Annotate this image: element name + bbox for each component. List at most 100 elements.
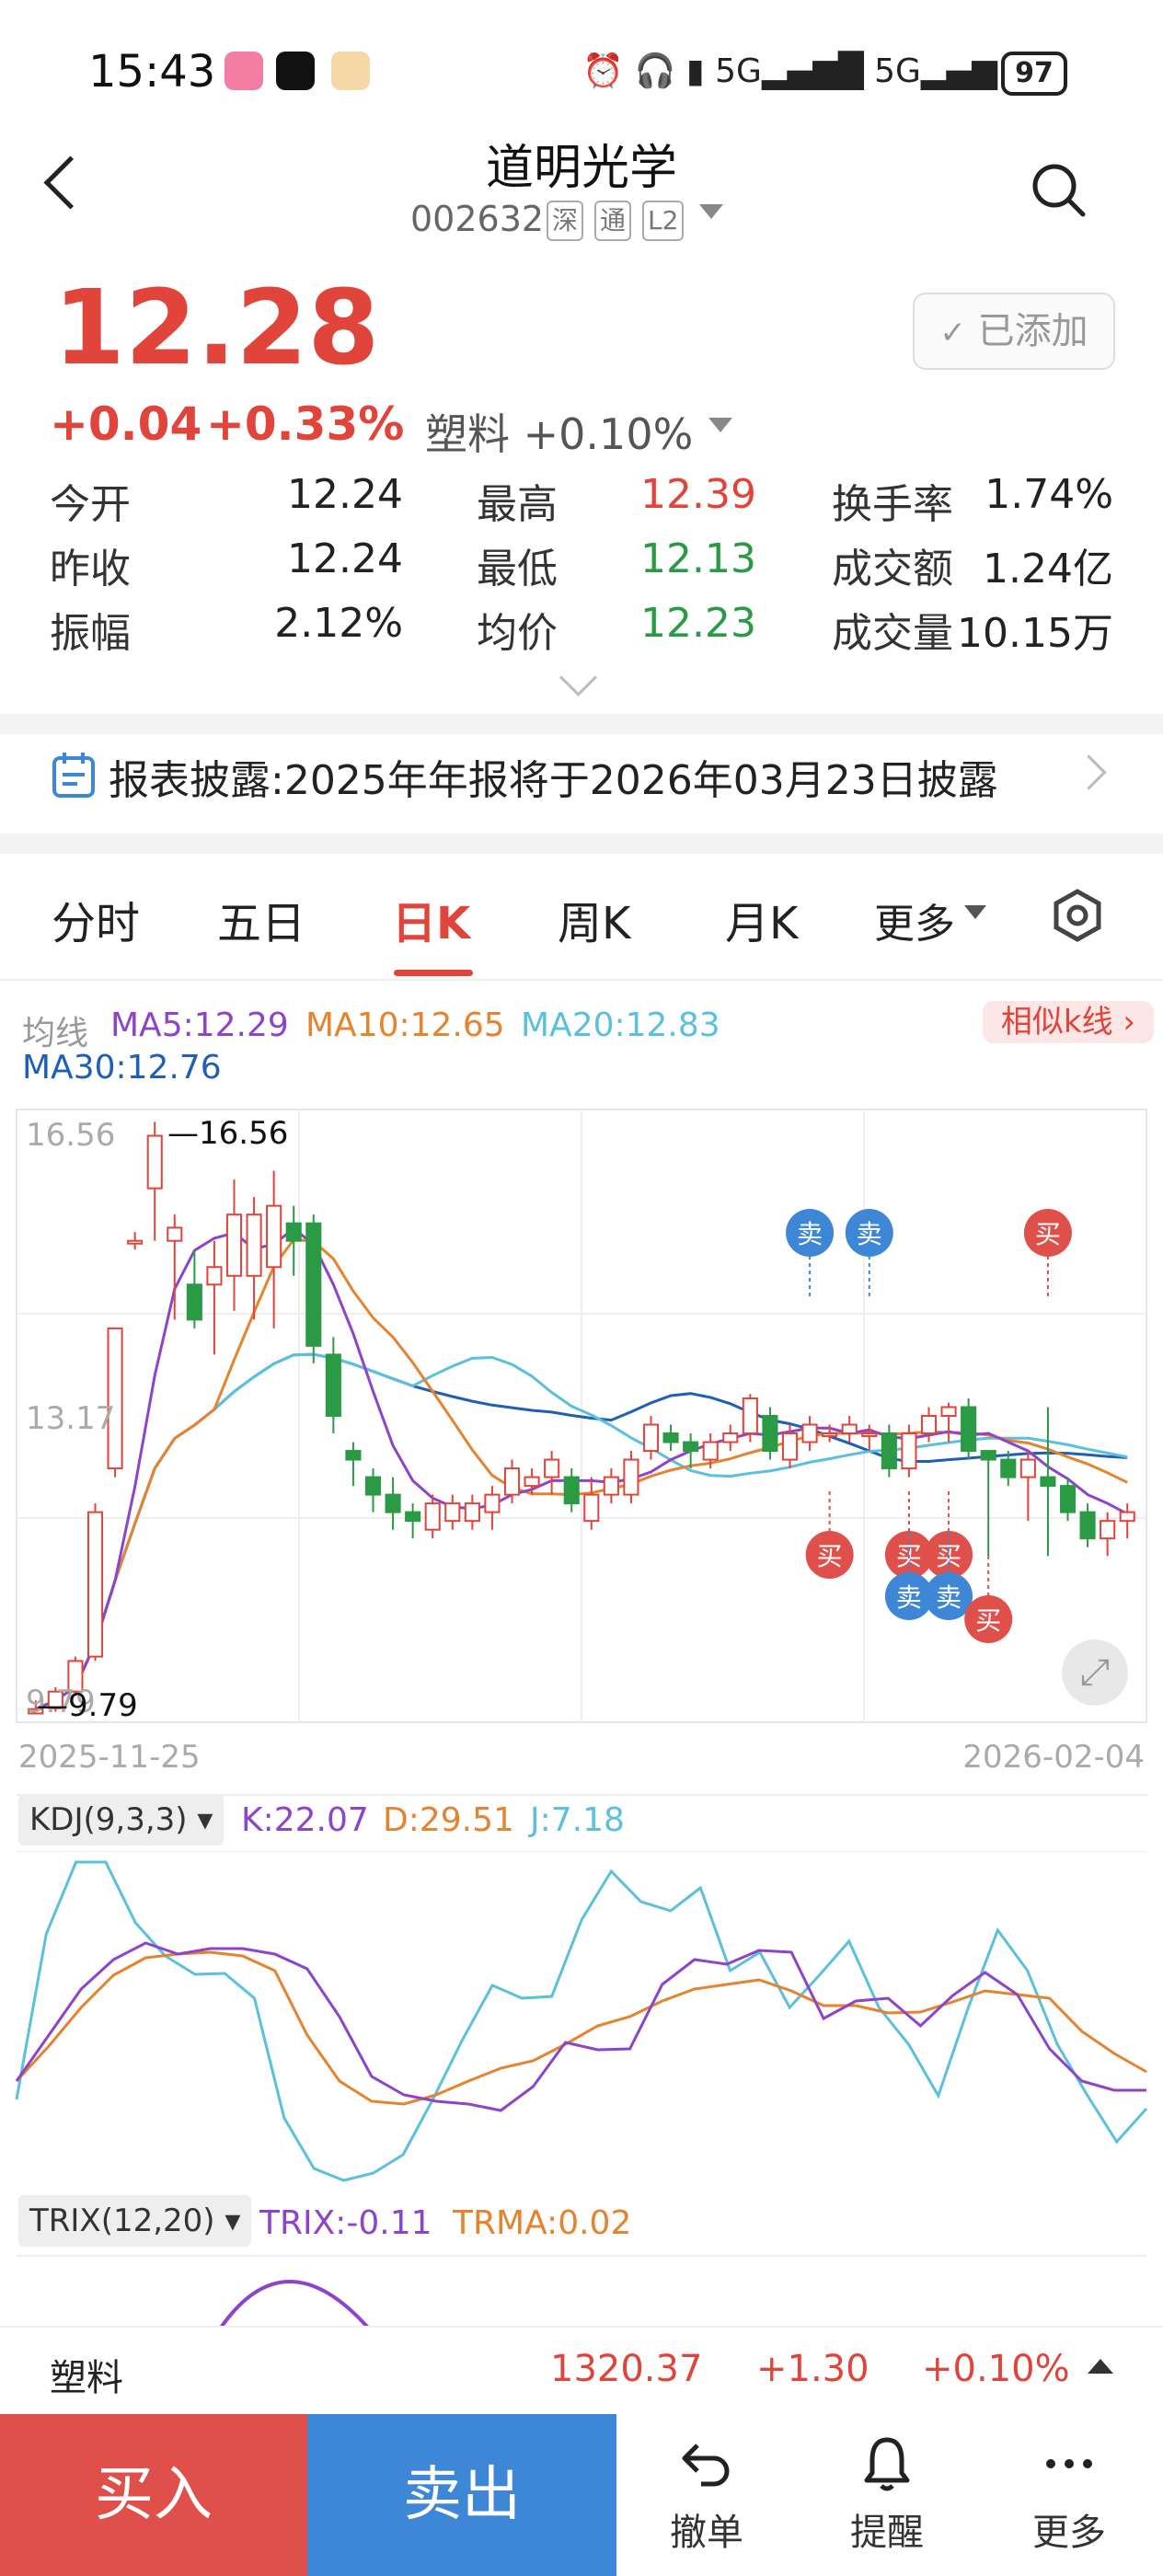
kdj-chart[interactable] bbox=[0, 1851, 1163, 2191]
kdj-k-value: K:22.07 bbox=[241, 1801, 369, 1839]
divider bbox=[0, 979, 1163, 981]
tab-five-day[interactable]: 五日 bbox=[217, 898, 306, 949]
trix-selector-label: TRIX(12,20) bbox=[29, 2202, 215, 2239]
candle-body bbox=[901, 1432, 917, 1470]
sell-button[interactable]: 卖出 bbox=[307, 2414, 616, 2576]
cat-app-icon bbox=[331, 52, 370, 90]
divider bbox=[0, 714, 1163, 734]
candle-body bbox=[285, 1222, 302, 1242]
ma20-line bbox=[35, 1352, 1128, 1711]
candle-body bbox=[702, 1441, 719, 1461]
settings-icon[interactable] bbox=[1051, 889, 1104, 942]
signal-marker bbox=[925, 1572, 973, 1620]
ma20-value: MA20:12.83 bbox=[521, 1006, 720, 1044]
alert-button[interactable]: 提醒 bbox=[806, 2414, 968, 2576]
candle-body bbox=[47, 1690, 63, 1709]
tab-intraday[interactable]: 分时 bbox=[52, 898, 141, 949]
max-price-label: —16.56 bbox=[167, 1115, 289, 1152]
candle-body bbox=[206, 1266, 223, 1286]
candle-body bbox=[841, 1423, 858, 1435]
signal-label: 卖 bbox=[936, 1582, 961, 1613]
stat-value: 12.24 bbox=[287, 535, 403, 582]
signal-icons: ⏰ 🎧 ▮ 5G▂▄▆█ 5G▂▄▆ bbox=[582, 52, 997, 90]
tab-more-dropdown-icon[interactable] bbox=[964, 905, 986, 919]
index-change-pct: +0.10% bbox=[922, 2348, 1070, 2390]
candle-body bbox=[28, 1708, 44, 1715]
expand-chevron-icon[interactable] bbox=[558, 658, 598, 697]
bilibili-icon bbox=[225, 52, 263, 90]
candle-body bbox=[1040, 1476, 1056, 1488]
candle-body bbox=[623, 1458, 639, 1496]
signal-label: 买 bbox=[817, 1541, 843, 1571]
candle-body bbox=[861, 1432, 878, 1438]
y-tick-low: 9.79 bbox=[26, 1684, 96, 1720]
candle-body bbox=[503, 1467, 521, 1496]
kdj-d-line bbox=[15, 1950, 1147, 2106]
candle-body bbox=[345, 1450, 362, 1461]
tab-weekly-k[interactable]: 周K bbox=[558, 898, 631, 949]
search-icon[interactable] bbox=[1031, 162, 1086, 217]
index-change: +1.30 bbox=[756, 2348, 869, 2390]
trma-value: TRMA:0.02 bbox=[453, 2204, 632, 2242]
buy-button[interactable]: 买入 bbox=[0, 2414, 307, 2576]
ma10-value: MA10:12.65 bbox=[305, 1006, 505, 1044]
signal-label: 卖 bbox=[896, 1582, 922, 1613]
candle-body bbox=[980, 1450, 996, 1461]
candle-body bbox=[603, 1476, 619, 1496]
candle-body bbox=[683, 1441, 699, 1453]
candle-body bbox=[762, 1415, 778, 1453]
price-change: +0.04 bbox=[50, 397, 202, 451]
tab-monthly-k[interactable]: 月K bbox=[725, 898, 799, 949]
app-icon bbox=[276, 52, 315, 90]
index-ticker[interactable] bbox=[0, 2326, 1163, 2416]
candle-body bbox=[742, 1397, 758, 1435]
stock-code: 002632 bbox=[410, 199, 545, 239]
candle-body bbox=[801, 1423, 818, 1443]
candle-body bbox=[266, 1204, 282, 1269]
index-value: 1320.37 bbox=[550, 2348, 703, 2390]
kdj-j-value: J:7.18 bbox=[530, 1801, 625, 1839]
added-watchlist-button[interactable]: ✓ 已添加 bbox=[913, 293, 1115, 370]
candle-body bbox=[86, 1511, 104, 1658]
stat-value: 10.15万 bbox=[957, 610, 1113, 657]
fullscreen-icon[interactable]: ⤢ bbox=[1062, 1639, 1128, 1706]
candle-body bbox=[940, 1406, 957, 1418]
max-price-value: 16.56 bbox=[199, 1115, 289, 1152]
candle-body bbox=[544, 1458, 560, 1478]
signal-marker bbox=[786, 1209, 835, 1257]
candle-body bbox=[167, 1226, 183, 1242]
candle-body bbox=[186, 1283, 202, 1321]
check-icon: ✓ bbox=[939, 315, 966, 351]
stat-value: 1.24亿 bbox=[983, 546, 1113, 592]
similar-kline-button[interactable]: 相似k线 › bbox=[982, 1001, 1154, 1043]
cancel-order-button[interactable]: 撤单 bbox=[626, 2414, 788, 2576]
candle-body bbox=[722, 1432, 739, 1443]
candle-body bbox=[881, 1432, 897, 1470]
stat-value: 12.24 bbox=[287, 471, 403, 518]
stat-value: 2.12% bbox=[274, 600, 403, 647]
candle-body bbox=[246, 1213, 262, 1277]
sector-link[interactable]: 塑料 +0.10% bbox=[425, 409, 694, 459]
divider bbox=[17, 1794, 1148, 1796]
sector-dropdown-icon[interactable] bbox=[708, 418, 732, 432]
x-end-date: 2026-02-04 bbox=[962, 1739, 1145, 1776]
tab-more[interactable]: 更多 bbox=[874, 901, 955, 948]
trix-chart[interactable] bbox=[0, 2254, 1163, 2328]
candle-body bbox=[563, 1476, 580, 1505]
candle-body bbox=[642, 1423, 660, 1453]
undo-icon bbox=[682, 2444, 730, 2487]
more-label: 更多 bbox=[1032, 2512, 1106, 2554]
candle-body bbox=[662, 1432, 679, 1443]
stat-label: 最低 bbox=[477, 546, 558, 592]
chevron-up-icon[interactable] bbox=[1088, 2359, 1113, 2374]
signal-label: 买 bbox=[1035, 1219, 1061, 1249]
candlestick-chart[interactable]: 卖卖买买 买卖买卖买 bbox=[0, 1104, 1163, 1748]
more-button[interactable]: 更多 bbox=[988, 2414, 1150, 2576]
chevron-down-icon[interactable] bbox=[699, 204, 723, 219]
candle-body bbox=[444, 1502, 461, 1523]
kdj-j-line bbox=[15, 1860, 1148, 2182]
trix-selector[interactable]: TRIX(12,20) ▾ bbox=[18, 2195, 252, 2247]
kdj-selector[interactable]: KDJ(9,3,3) ▾ bbox=[18, 1794, 225, 1846]
stat-label: 换手率 bbox=[832, 481, 953, 528]
tab-daily-k[interactable]: 日K bbox=[392, 898, 471, 949]
